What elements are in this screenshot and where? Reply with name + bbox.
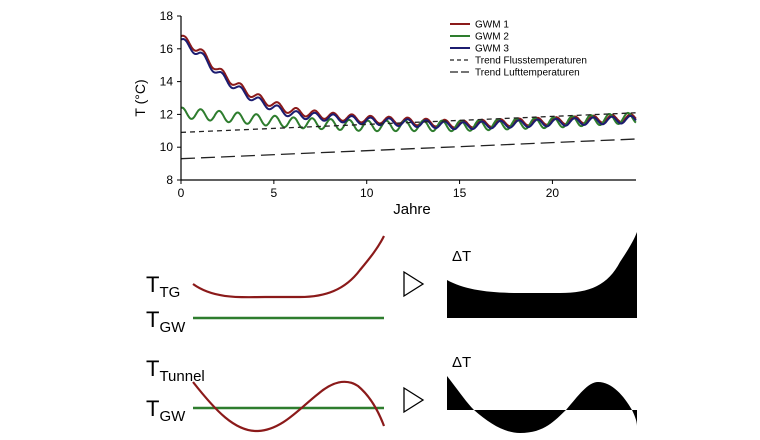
legend-entry: GWM 3 <box>475 44 509 55</box>
legend-entry: GWM 2 <box>475 32 509 43</box>
legend-entry: GWM 1 <box>475 20 509 31</box>
y-tick-label: 12 <box>160 107 174 121</box>
series-group <box>180 34 637 160</box>
series-line-0 <box>180 34 637 129</box>
x-tick-label: 5 <box>271 186 278 200</box>
legend-entry: Trend Lufttemperaturen <box>475 68 580 79</box>
y-tick-label: 14 <box>160 75 174 89</box>
y-tick-label: 10 <box>160 140 174 154</box>
x-tick-label: 15 <box>453 186 467 200</box>
triangle-right-outline-icon <box>403 386 425 414</box>
diagram-row-tg: TTG TGW ΔT <box>146 232 637 336</box>
tg-curve <box>192 235 385 299</box>
series-line-1 <box>180 106 637 133</box>
label-t-gw-2: TGW <box>146 396 186 425</box>
x-axis-label: Jahre <box>393 201 431 218</box>
delta-t-label-1: ΔT <box>452 248 471 265</box>
y-axis-label: T (°C) <box>132 79 148 116</box>
delta-t-label-2: ΔT <box>452 354 471 371</box>
delta-t-area-1 <box>447 232 637 318</box>
legend-entry: Trend Flusstemperaturen <box>475 56 587 67</box>
delta-t-area-2 <box>447 376 637 433</box>
triangle-right-outline-icon <box>403 270 425 298</box>
y-tick-label: 8 <box>166 173 173 187</box>
y-tick-labels: 8 10 12 14 16 18 <box>160 9 174 187</box>
diagram-row-tunnel: TTunnel TGW ΔT <box>146 354 637 433</box>
label-t-tunnel: TTunnel <box>146 356 205 385</box>
y-tick-label: 16 <box>160 42 174 56</box>
y-tick-label: 18 <box>160 9 174 23</box>
chart-axes <box>177 15 636 184</box>
label-t-gw-1: TGW <box>146 307 186 336</box>
series-line-3 <box>180 112 637 134</box>
x-tick-labels: 0 5 10 15 20 <box>178 186 560 200</box>
x-tick-label: 0 <box>178 186 185 200</box>
x-tick-label: 20 <box>546 186 560 200</box>
x-tick-label: 10 <box>360 186 374 200</box>
series-line-2 <box>180 37 637 131</box>
series-line-4 <box>180 138 637 160</box>
label-t-tg: TTG <box>146 272 180 301</box>
tunnel-curve <box>192 380 386 433</box>
